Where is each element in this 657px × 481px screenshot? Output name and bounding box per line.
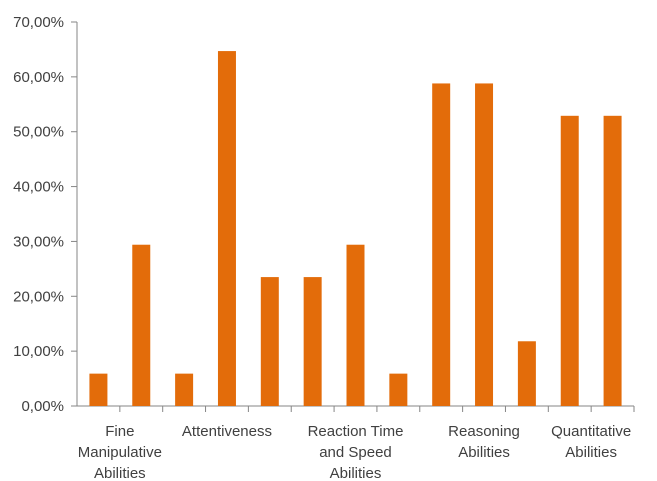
bar	[603, 115, 622, 406]
bar	[260, 277, 279, 406]
category-label: Abilities	[330, 465, 382, 481]
bar	[217, 51, 236, 407]
y-tick-label: 70,00%	[13, 14, 64, 31]
y-tick-label: 20,00%	[13, 288, 64, 305]
y-tick-label: 0,00%	[21, 398, 64, 415]
bar	[389, 373, 408, 406]
bar	[560, 115, 579, 406]
category-label: Attentiveness	[182, 423, 272, 440]
bar	[517, 341, 536, 406]
bar	[89, 373, 108, 406]
y-tick-label: 10,00%	[13, 343, 64, 360]
category-label: Quantitative	[551, 423, 631, 440]
y-tick-label: 60,00%	[13, 69, 64, 86]
category-label: Reasoning	[448, 423, 520, 440]
category-label: Abilities	[94, 465, 146, 481]
category-label: Manipulative	[78, 444, 162, 461]
category-label: Reaction Time	[308, 423, 404, 440]
bar	[175, 373, 194, 406]
bar	[346, 244, 365, 406]
category-label: and Speed	[319, 444, 392, 461]
bar	[132, 244, 151, 406]
category-label: Fine	[105, 423, 134, 440]
category-label: Abilities	[565, 444, 617, 461]
y-tick-label: 30,00%	[13, 233, 64, 250]
category-label: Abilities	[458, 444, 510, 461]
bar	[303, 277, 322, 406]
y-tick-label: 50,00%	[13, 124, 64, 141]
y-tick-label: 40,00%	[13, 179, 64, 196]
bar	[475, 83, 494, 406]
bar	[432, 83, 451, 406]
